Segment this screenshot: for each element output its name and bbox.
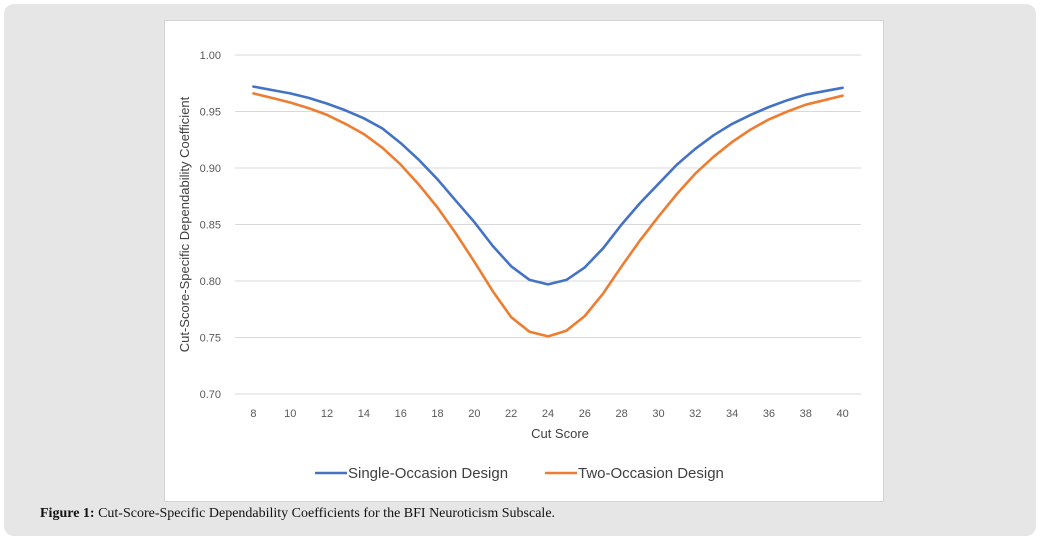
y-tick-label: 0.80 bbox=[200, 276, 221, 288]
x-tick-label: 36 bbox=[763, 408, 775, 420]
figure-caption: Figure 1: Cut-Score-Specific Dependabili… bbox=[40, 506, 555, 522]
y-tick-label: 0.85 bbox=[200, 220, 221, 232]
x-tick-label: 18 bbox=[431, 408, 443, 420]
y-tick-label: 1.00 bbox=[200, 50, 221, 62]
line-chart: 0.70 0.75 0.80 0.85 0.90 0.95 1.00 8 10 12 14 16 18 2… bbox=[177, 50, 861, 482]
chart-area: 0.70 0.75 0.80 0.85 0.90 0.95 1.00 8 10 12 14 16 18 2… bbox=[164, 20, 884, 502]
y-tick-label: 0.95 bbox=[200, 107, 221, 119]
x-axis-title: Cut Score bbox=[531, 426, 589, 441]
caption-text: Cut-Score-Specific Dependability Coeffic… bbox=[98, 506, 556, 521]
x-tick-label: 14 bbox=[358, 408, 370, 420]
figure-frame: 0.70 0.75 0.80 0.85 0.90 0.95 1.00 8 10 12 14 16 18 2… bbox=[4, 4, 1036, 536]
legend-label-2: Two-Occasion Design bbox=[578, 465, 724, 482]
x-tick-label: 24 bbox=[542, 408, 554, 420]
x-tick-label: 32 bbox=[689, 408, 701, 420]
x-tick-label: 16 bbox=[395, 408, 407, 420]
caption-label: Figure 1: bbox=[40, 506, 95, 521]
y-tick-label: 0.90 bbox=[200, 163, 221, 175]
y-tick-label: 0.75 bbox=[200, 333, 221, 345]
x-tick-label: 20 bbox=[468, 408, 480, 420]
y-axis-title: Cut-Score-Specific Dependability Coeffic… bbox=[177, 96, 192, 352]
x-tick-label: 40 bbox=[836, 408, 848, 420]
legend-label-1: Single-Occasion Design bbox=[348, 465, 508, 482]
x-tick-label: 22 bbox=[505, 408, 517, 420]
x-tick-label: 8 bbox=[250, 408, 256, 420]
x-tick-label: 12 bbox=[321, 408, 333, 420]
series-line-2 bbox=[252, 92, 844, 338]
y-tick-label: 0.70 bbox=[200, 389, 221, 401]
series-line-1 bbox=[252, 85, 844, 286]
x-tick-label: 34 bbox=[726, 408, 738, 420]
x-tick-label: 28 bbox=[616, 408, 628, 420]
x-tick-label: 30 bbox=[652, 408, 664, 420]
x-tick-label: 26 bbox=[579, 408, 591, 420]
x-tick-label: 10 bbox=[284, 408, 296, 420]
x-tick-label: 38 bbox=[800, 408, 812, 420]
